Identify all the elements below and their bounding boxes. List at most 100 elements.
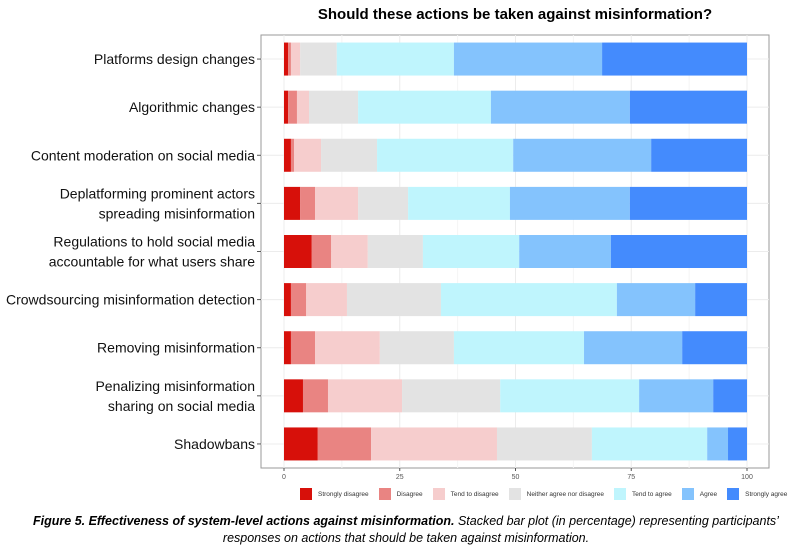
legend-label: Tend to agree bbox=[632, 490, 672, 498]
category-label: Removing misinformation bbox=[97, 340, 255, 356]
legend-swatch bbox=[681, 488, 694, 500]
bar-row bbox=[284, 138, 747, 172]
bar-segment-agree bbox=[519, 235, 611, 268]
bar-segment-tend-to-disagree bbox=[327, 379, 403, 413]
bar-segment-agree bbox=[584, 331, 683, 365]
legend: Strongly disagree Disagree Tend to disagre… bbox=[300, 488, 797, 500]
x-tick-label: 75 bbox=[627, 474, 635, 481]
legend-item: Neither agree nor disagree bbox=[508, 488, 604, 500]
x-axis: 0 25 50 75 100 bbox=[282, 468, 753, 481]
bar-segment-tend-to-disagree bbox=[294, 138, 322, 172]
legend-swatch bbox=[300, 488, 312, 500]
chart-title: Should these actions be taken against mi… bbox=[317, 6, 713, 23]
legend-item: Agree bbox=[681, 488, 718, 500]
x-tick-label: 50 bbox=[512, 474, 520, 481]
bar-segment-disagree bbox=[317, 427, 372, 461]
bar-segment-disagree bbox=[311, 235, 332, 268]
bar-segment-tend-to-agree bbox=[358, 90, 491, 124]
bar-segment-agree bbox=[513, 138, 652, 172]
bar-segment-strongly-agree bbox=[629, 90, 747, 124]
category-label: Regulations to hold social media bbox=[53, 234, 255, 250]
bar-segment-strongly-agree bbox=[651, 138, 747, 172]
legend-label: Neither agree nor disagree bbox=[526, 490, 604, 498]
legend-label: Strongly disagree bbox=[318, 490, 369, 498]
bar-segment-strongly-disagree bbox=[284, 331, 291, 365]
legend-swatch bbox=[378, 488, 391, 500]
bar-segment-tend-to-disagree bbox=[315, 331, 380, 365]
bar-segment-disagree bbox=[290, 331, 316, 365]
figure-caption: Figure 5. Effectiveness of system-level … bbox=[20, 513, 792, 547]
bar-segment-neither-agree-nor-disagree bbox=[402, 379, 501, 413]
bar-segment-strongly-agree bbox=[629, 186, 747, 220]
bar-segment-strongly-agree bbox=[682, 331, 747, 365]
bar-segment-neither-agree-nor-disagree bbox=[379, 331, 454, 365]
bar-segment-neither-agree-nor-disagree bbox=[367, 235, 423, 268]
category-label: accountable for what users share bbox=[49, 254, 255, 270]
bar-row bbox=[284, 186, 747, 220]
category-labels: Platforms design changes Algorithmic chan… bbox=[6, 51, 261, 452]
bar-segment-strongly-disagree bbox=[284, 138, 291, 172]
bar-segment-strongly-disagree bbox=[284, 235, 312, 268]
bar-segment-agree bbox=[490, 90, 630, 124]
bar-segment-tend-to-disagree bbox=[296, 90, 310, 124]
legend-label: Disagree bbox=[396, 490, 423, 498]
bar-segment-disagree bbox=[288, 90, 297, 124]
legend-item: Disagree bbox=[378, 488, 423, 500]
bar-segment-agree bbox=[509, 186, 630, 220]
legend-label: Tend to disagree bbox=[450, 490, 499, 498]
bar-segment-tend-to-agree bbox=[336, 42, 454, 76]
bar-segment-agree bbox=[639, 379, 714, 413]
bar-row bbox=[284, 283, 747, 317]
bar-segment-neither-agree-nor-disagree bbox=[309, 90, 359, 124]
caption-title: Figure 5. Effectiveness of system-level … bbox=[33, 514, 455, 528]
legend-label: Strongly agree bbox=[745, 490, 788, 498]
bar-segment-strongly-agree bbox=[713, 379, 747, 413]
bar-segment-neither-agree-nor-disagree bbox=[321, 138, 378, 172]
bar-segment-strongly-disagree bbox=[284, 42, 289, 76]
legend-swatch bbox=[727, 488, 740, 500]
bar-segment-tend-to-agree bbox=[440, 283, 617, 317]
x-tick-label: 0 bbox=[282, 474, 286, 481]
bar-row bbox=[284, 331, 747, 365]
legend-swatch bbox=[614, 488, 626, 500]
bar-segment-strongly-agree bbox=[602, 42, 747, 76]
bar-segment-strongly-disagree bbox=[284, 379, 303, 413]
bar-segment-disagree bbox=[300, 186, 316, 220]
category-label: Content moderation on social media bbox=[31, 147, 255, 163]
bar-segment-strongly-disagree bbox=[284, 90, 289, 124]
stacked-bar-chart: Platforms design changes Algorithmic chan… bbox=[6, 34, 770, 481]
bar-segment-neither-agree-nor-disagree bbox=[358, 186, 409, 220]
bar-segment-strongly-agree bbox=[695, 283, 747, 317]
bar-segment-tend-to-agree bbox=[422, 235, 520, 268]
legend-item: Tend to agree bbox=[614, 488, 672, 500]
bar-segment-strongly-disagree bbox=[284, 186, 301, 220]
category-label: sharing on social media bbox=[108, 398, 255, 414]
bar-segment-tend-to-agree bbox=[453, 331, 585, 365]
bar-segment-disagree bbox=[302, 379, 328, 413]
bar-segment-neither-agree-nor-disagree bbox=[300, 42, 337, 76]
legend-swatch bbox=[432, 488, 445, 500]
bar-segment-tend-to-agree bbox=[500, 379, 640, 413]
bar-segment-strongly-disagree bbox=[284, 427, 318, 461]
category-label: spreading misinformation bbox=[99, 205, 255, 221]
bar-segment-agree bbox=[707, 427, 729, 461]
bar-row bbox=[284, 379, 747, 413]
caption-text: Stacked bar plot (in percentage) represe… bbox=[222, 514, 779, 545]
bar-segment-disagree bbox=[290, 283, 307, 317]
bar-segment-neither-agree-nor-disagree bbox=[346, 283, 441, 317]
legend-item: Tend to disagree bbox=[432, 488, 499, 500]
category-label: Algorithmic changes bbox=[129, 99, 255, 115]
bar-segment-disagree bbox=[288, 42, 291, 76]
bar-segment-agree bbox=[616, 283, 696, 317]
bar-segment-tend-to-disagree bbox=[331, 235, 368, 268]
x-tick-label: 100 bbox=[741, 474, 753, 481]
legend-label: Agree bbox=[699, 490, 718, 498]
bar-segment-tend-to-disagree bbox=[306, 283, 347, 317]
bar-segment-agree bbox=[453, 42, 603, 76]
bar-segment-strongly-disagree bbox=[284, 283, 291, 317]
legend-item: Strongly agree bbox=[727, 488, 787, 500]
category-label: Crowdsourcing misinformation detection bbox=[6, 292, 255, 308]
bar-segment-tend-to-disagree bbox=[315, 186, 359, 220]
bars bbox=[284, 42, 747, 461]
bar-segment-tend-to-agree bbox=[377, 138, 514, 172]
